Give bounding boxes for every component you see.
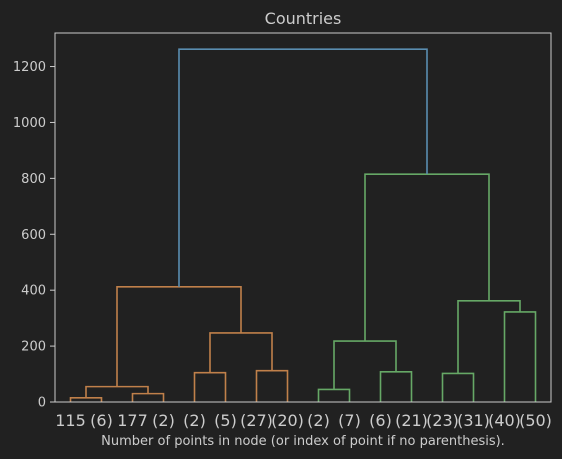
y-tick-label: 600: [21, 228, 46, 243]
dendrogram-link-4: [255, 369, 289, 402]
axes-frame: [54, 32, 552, 403]
x-tick-label: (21): [395, 411, 428, 430]
y-tick-label: 400: [21, 284, 46, 299]
y-axis: 0 200 400 600 800 1000 1200: [13, 60, 55, 411]
y-tick-label: 1000: [13, 116, 46, 131]
x-tick-label: 115: [55, 411, 86, 430]
y-tick-label: 800: [21, 172, 46, 187]
dendrogram-link-3: [193, 371, 227, 402]
x-tick-label: (40): [488, 411, 521, 430]
x-tick-label: (31): [457, 411, 490, 430]
x-tick-label: (6): [90, 411, 113, 430]
x-tick-label: (20): [271, 411, 304, 430]
x-axis: 115 (6) 177 (2) (2) (5) (27)(20) (2) (7) (6) (21)(…: [55, 411, 552, 430]
x-tick-label: (23): [426, 411, 459, 430]
chart-title: Countries: [265, 9, 342, 28]
y-tick-label: 0: [38, 396, 46, 411]
dendrogram-link-0: [69, 397, 103, 402]
x-axis-label: Number of points in node (or index of po…: [101, 434, 505, 449]
x-tick-label: (27): [240, 411, 273, 430]
dendrogram-link-14: [178, 48, 428, 287]
x-tick-label: (2): [307, 411, 330, 430]
dendrogram-links: [69, 48, 537, 402]
x-tick-label: (7): [338, 411, 361, 430]
x-tick-label: (2): [183, 411, 206, 430]
x-tick-label: (6): [369, 411, 392, 430]
x-tick-label: (2): [152, 411, 175, 430]
x-tick-label: (50): [519, 411, 552, 430]
dendrogram-link-1: [131, 392, 165, 402]
x-tick-label: 177: [117, 411, 148, 430]
y-tick-label: 200: [21, 340, 46, 355]
dendrogram-link-12: [457, 300, 521, 374]
y-tick-label: 1200: [13, 60, 46, 75]
x-tick-label: (5): [214, 411, 237, 430]
